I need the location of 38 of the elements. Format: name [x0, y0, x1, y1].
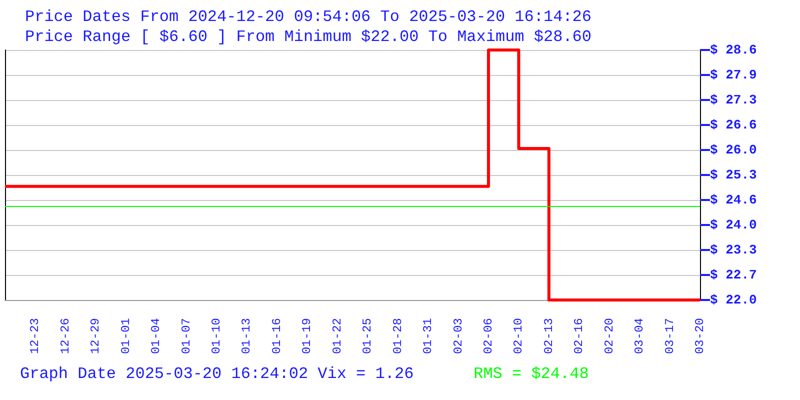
chart-title: Price Dates From 2024-12-20 09:54:06 To 2025-03-20 16:14:26	[25, 8, 592, 26]
x-tick-label: 02-16	[572, 318, 586, 354]
x-tick-label: 12-26	[58, 318, 72, 354]
x-tick-label: 02-10	[512, 318, 526, 354]
y-tick-label: $ 24.0	[710, 218, 758, 232]
y-tick-label: $ 27.3	[710, 92, 758, 108]
x-tick-label: 01-31	[421, 318, 436, 354]
y-tick-label: $ 22.0	[710, 292, 758, 308]
chart-subtitle: Price Range [ $6.60 ] From Minimum $22.00 To Maximum $28.60	[25, 28, 592, 46]
x-tick-label: 01-19	[300, 318, 314, 354]
ref-line-label: RMS = $24.48	[474, 365, 589, 383]
x-tick-label: 01-22	[330, 318, 344, 354]
x-tick-label: 02-06	[481, 318, 496, 354]
x-tick-label: 01-25	[360, 318, 375, 354]
x-tick-label: 02-03	[451, 318, 466, 354]
x-tick-label: 03-20	[693, 318, 707, 354]
x-tick-label: 01-16	[270, 318, 284, 354]
y-tick-label: $ 22.7	[710, 268, 757, 282]
x-tick-label: 01-13	[240, 318, 254, 354]
x-tick-label: 01-10	[210, 318, 224, 354]
y-tick-label: $ 25.3	[710, 168, 758, 182]
x-tick-label: 01-07	[179, 318, 194, 354]
y-tick-label: $ 26.0	[710, 142, 758, 158]
y-tick-label: $ 28.6	[710, 42, 758, 58]
x-tick-label: 01-01	[118, 318, 133, 354]
x-tick-label: 12-23	[28, 318, 42, 354]
x-tick-label: 01-28	[390, 318, 405, 354]
x-tick-label: 12-29	[88, 318, 103, 354]
x-tick-label: 01-04	[149, 318, 164, 354]
x-tick-label: 02-20	[602, 318, 616, 354]
x-tick-label: 03-04	[632, 318, 647, 354]
x-tick-label: 02-13	[542, 318, 556, 354]
y-tick-label: $ 26.6	[710, 118, 758, 132]
x-tick-label: 03-17	[662, 318, 677, 354]
y-tick-label: $ 23.3	[710, 242, 758, 258]
text: Graph Date 2025-03-20 16:24:02 Vix = 1.26	[20, 365, 414, 383]
y-tick-label: $ 24.6	[710, 192, 758, 208]
y-tick-label: $ 27.9	[710, 68, 758, 82]
